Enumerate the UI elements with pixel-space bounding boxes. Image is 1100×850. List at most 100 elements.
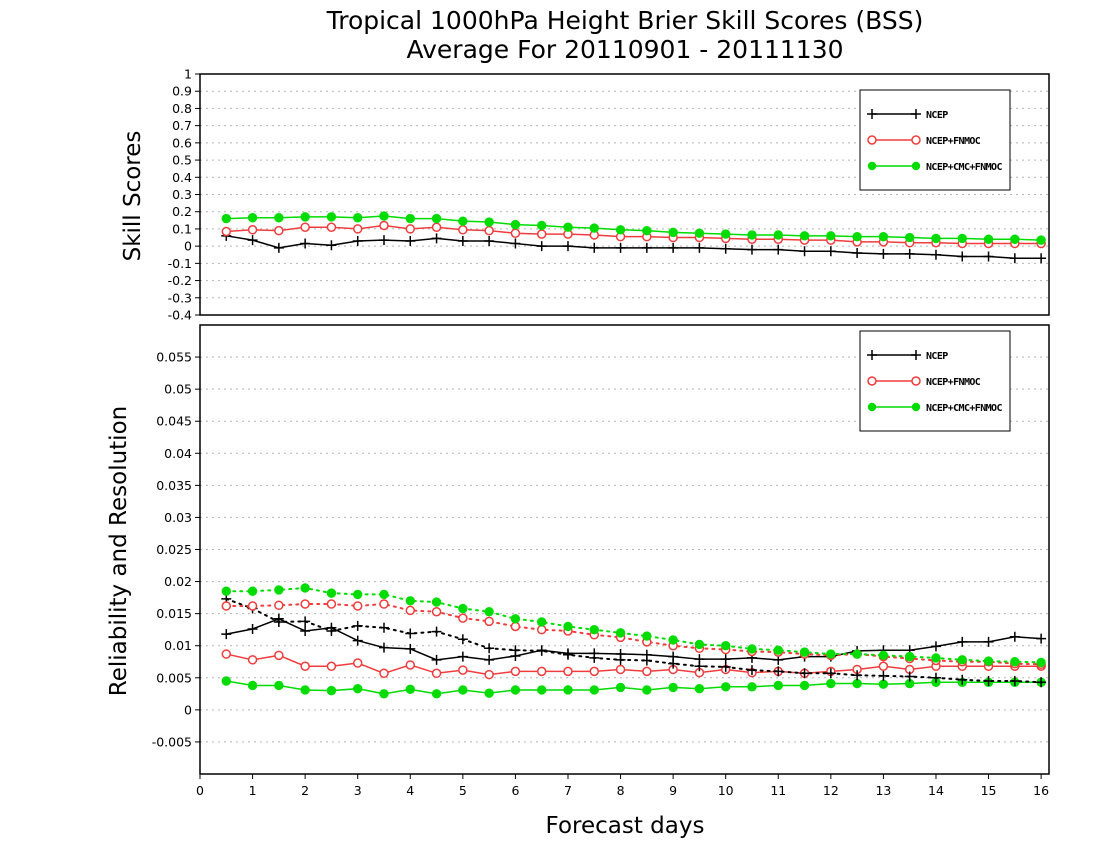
data-point	[484, 643, 495, 654]
relres-y-tick-label: 0.01	[164, 638, 192, 653]
data-point	[904, 248, 915, 259]
series-line	[225, 603, 1043, 666]
data-point	[536, 229, 547, 239]
data-point	[405, 235, 416, 246]
legend-marker	[911, 350, 921, 360]
legend-marker	[867, 350, 877, 360]
skill-series-ncep-solid	[221, 230, 1047, 264]
data-point	[458, 603, 468, 614]
relres-y-tick-label: 0.02	[164, 574, 192, 589]
data-point	[352, 601, 363, 611]
data-point	[878, 661, 889, 671]
data-point	[379, 220, 389, 231]
data-point	[431, 668, 442, 679]
data-point	[746, 665, 757, 676]
relres-series-ncep-solid	[221, 613, 1047, 665]
relres-series-ncep-dotted	[221, 593, 1047, 688]
data-point	[273, 616, 284, 627]
data-point	[274, 225, 284, 236]
relres-y-tick-label: 0.025	[156, 542, 192, 557]
data-point	[746, 244, 757, 255]
data-point	[537, 685, 547, 695]
data-point	[615, 664, 626, 675]
data-point	[773, 230, 783, 240]
relres-y-tick-label: 0	[184, 702, 192, 717]
data-point	[668, 635, 678, 645]
data-point	[431, 654, 442, 665]
data-point	[642, 225, 652, 236]
data-point	[247, 225, 258, 235]
data-point	[431, 213, 442, 224]
data-point	[983, 636, 994, 647]
skill-y-tick-label: 0	[184, 239, 192, 254]
data-point	[274, 650, 284, 661]
data-point	[379, 668, 389, 679]
data-point	[326, 625, 337, 636]
legend-marker	[867, 376, 877, 386]
data-point	[852, 231, 862, 242]
data-point	[221, 629, 232, 640]
data-point	[904, 671, 915, 682]
data-point	[668, 682, 678, 693]
data-point	[563, 222, 573, 232]
relres-series-ncep-fnmoc-solid	[221, 649, 1046, 680]
data-point	[720, 229, 731, 239]
x-tick-label: 1	[249, 783, 257, 798]
legend-marker	[911, 376, 921, 386]
data-point	[563, 621, 573, 632]
data-point	[300, 583, 310, 593]
data-point	[562, 649, 573, 660]
data-point	[641, 655, 652, 666]
data-point	[353, 589, 363, 600]
data-point	[300, 661, 310, 671]
data-point	[247, 601, 258, 611]
data-point	[747, 682, 757, 692]
top-y-axis-label: Skill Scores	[120, 131, 146, 262]
relres-y-tick-label: 0.03	[164, 510, 192, 525]
relres-legend: NCEP NCEP+FNMOC NCEP+CMC+FNMOC	[859, 330, 1011, 432]
data-point	[852, 678, 862, 689]
chart-subtitle: Average For 20110901 - 20111130	[406, 35, 843, 64]
x-tick-label: 0	[196, 783, 204, 798]
data-point	[826, 649, 836, 659]
x-tick-label: 8	[617, 783, 625, 798]
data-point	[326, 240, 337, 251]
data-point	[852, 670, 863, 681]
data-point	[405, 684, 415, 695]
data-point	[405, 643, 416, 654]
legend-marker	[867, 161, 877, 171]
data-point	[510, 685, 521, 695]
series-line	[226, 235, 1042, 259]
series-line	[226, 680, 1042, 695]
data-point	[589, 242, 600, 253]
data-point	[878, 248, 889, 259]
data-point	[510, 621, 521, 632]
skill-y-tick-label: -0.3	[168, 290, 192, 305]
data-point	[326, 685, 337, 696]
data-point	[536, 624, 547, 635]
data-point	[484, 225, 494, 236]
data-point	[1036, 253, 1047, 264]
data-point	[1009, 631, 1020, 642]
data-point	[563, 685, 573, 695]
data-point	[458, 685, 468, 695]
data-point	[589, 223, 599, 233]
data-point	[642, 631, 652, 641]
data-point	[852, 649, 862, 659]
data-point	[379, 211, 389, 221]
data-point	[589, 666, 600, 677]
data-point	[1010, 234, 1020, 244]
x-tick-label: 6	[511, 783, 519, 798]
data-point	[378, 642, 389, 653]
data-point	[694, 661, 705, 672]
data-point	[326, 212, 337, 222]
data-point	[431, 626, 442, 637]
legend-label-ncep-cmc-fnmoc: NCEP+CMC+FNMOC	[926, 403, 1002, 414]
relres-y-tick-label: 0.005	[156, 670, 192, 685]
data-point	[931, 233, 941, 244]
data-point	[983, 234, 994, 244]
data-point	[825, 668, 836, 679]
data-point	[300, 625, 311, 636]
data-point	[537, 617, 547, 627]
